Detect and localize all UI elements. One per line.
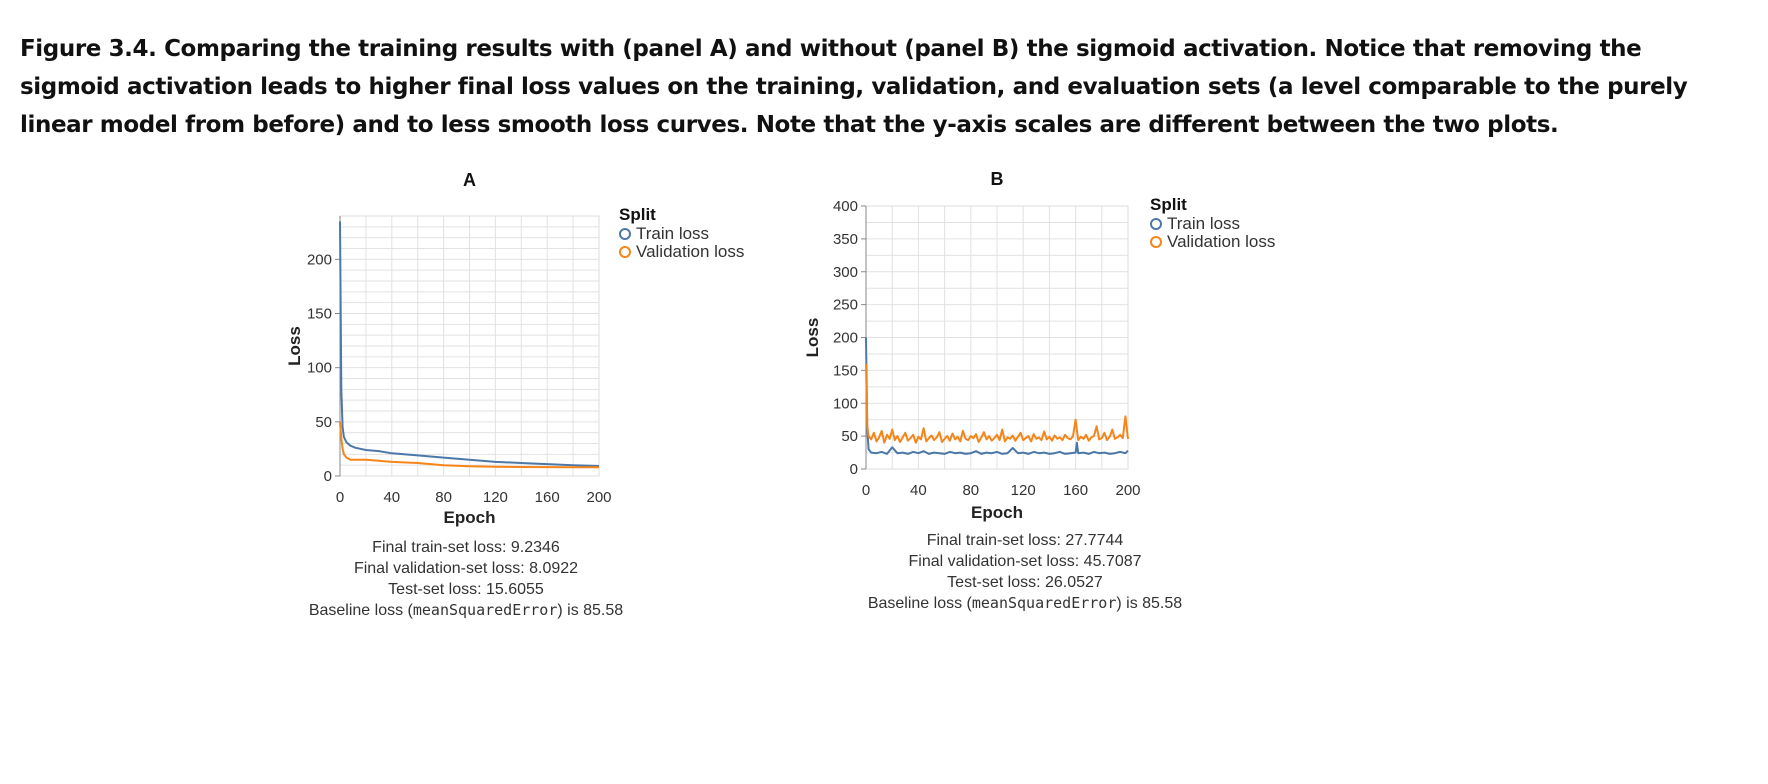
x-tick-label: 200 xyxy=(586,489,611,506)
legend-item-label: Train loss xyxy=(636,224,709,243)
y-tick-label: 350 xyxy=(833,231,858,248)
y-tick-label: 400 xyxy=(833,198,858,215)
x-tick-label: 0 xyxy=(336,489,344,506)
y-tick-label: 150 xyxy=(307,306,332,323)
series-line-validation-loss xyxy=(865,363,1129,444)
y-tick-label: 50 xyxy=(841,428,858,445)
stat-line: Final train-set loss: 27.7744 xyxy=(927,532,1124,549)
x-tick-label: 120 xyxy=(1011,482,1036,499)
stat-line: Final validation-set loss: 8.0922 xyxy=(354,560,578,577)
x-axis-label: Epoch xyxy=(444,508,496,527)
x-tick-label: 80 xyxy=(435,489,452,506)
y-axis-label: Loss xyxy=(803,318,822,358)
chart-panel-b: 0 50 100 150 200 250 300 350 400 0 40 80 120 160 200 Ep… xyxy=(803,169,1275,612)
panel-title: B xyxy=(991,169,1004,189)
y-tick-label: 0 xyxy=(850,461,858,478)
legend-item-label: Train loss xyxy=(1167,214,1240,233)
legend-marker xyxy=(1150,218,1162,230)
stat-line: Test-set loss: 15.6055 xyxy=(388,581,544,598)
y-tick-label: 100 xyxy=(307,360,332,377)
legend-title: Split xyxy=(619,205,656,224)
legend-item-label: Validation loss xyxy=(636,242,744,261)
y-tick-label: 200 xyxy=(833,330,858,347)
panel-title: A xyxy=(463,170,476,190)
y-tick-label: 300 xyxy=(833,264,858,281)
baseline-loss-text: Baseline loss (meanSquaredError) is 85.5… xyxy=(868,594,1182,612)
legend-title: Split xyxy=(1150,195,1187,214)
x-tick-label: 160 xyxy=(535,489,560,506)
y-tick-label: 100 xyxy=(833,395,858,412)
stat-line: Test-set loss: 26.0527 xyxy=(947,574,1103,591)
y-tick-label: 0 xyxy=(324,468,332,485)
y-tick-label: 200 xyxy=(307,251,332,268)
y-tick-label: 250 xyxy=(833,297,858,314)
series-line-train-loss xyxy=(339,221,600,467)
y-axis-label: Loss xyxy=(285,326,304,366)
stat-line: Final validation-set loss: 45.7087 xyxy=(908,553,1141,570)
x-tick-label: 40 xyxy=(383,489,400,506)
figure-caption: Figure 3.4. Comparing the training resul… xyxy=(20,36,1688,138)
series-line-train-loss xyxy=(865,337,1129,455)
chart-panel-a: 0 50 100 150 200 0 40 80 120 160 200 Epoch Loss A Spli… xyxy=(285,170,744,619)
x-tick-label: 80 xyxy=(962,482,979,499)
x-tick-label: 200 xyxy=(1115,482,1140,499)
legend-marker xyxy=(1150,236,1162,248)
x-tick-label: 120 xyxy=(483,489,508,506)
series-line-validation-loss xyxy=(339,421,599,469)
baseline-loss-text: Baseline loss (meanSquaredError) is 85.5… xyxy=(309,601,623,619)
x-tick-label: 160 xyxy=(1063,482,1088,499)
x-tick-label: 0 xyxy=(862,482,870,499)
y-tick-label: 50 xyxy=(315,414,332,431)
legend-item-label: Validation loss xyxy=(1167,232,1275,251)
x-tick-label: 40 xyxy=(910,482,927,499)
y-tick-label: 150 xyxy=(833,362,858,379)
legend-marker xyxy=(619,246,631,258)
x-axis-label: Epoch xyxy=(971,503,1023,522)
stat-line: Final train-set loss: 9.2346 xyxy=(372,539,560,556)
legend-marker xyxy=(619,228,631,240)
